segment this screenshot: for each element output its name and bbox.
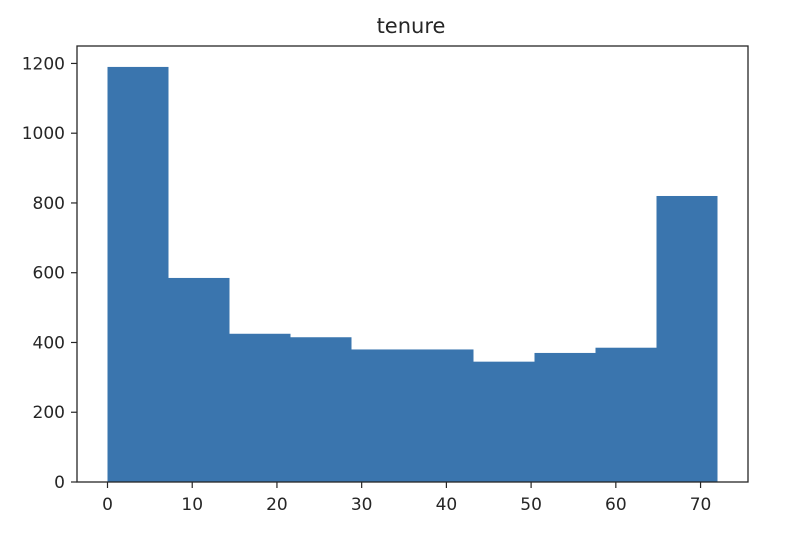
histogram-bar-3 xyxy=(290,337,352,482)
plot-frame xyxy=(76,45,749,483)
histogram-bar-2 xyxy=(229,333,291,482)
histogram-bar-7 xyxy=(534,352,596,482)
x-tick-label: 10 xyxy=(181,495,203,515)
x-tick-label: 20 xyxy=(266,495,288,515)
histogram-bar-4 xyxy=(351,349,413,482)
bars-group xyxy=(107,66,718,482)
y-tick-label: 1200 xyxy=(22,54,65,74)
y-tick-label: 0 xyxy=(54,473,65,493)
chart-title: tenure xyxy=(377,14,446,38)
y-tick-label: 200 xyxy=(33,403,65,423)
x-axis: 0 10 20 30 40 50 60 70 xyxy=(102,482,711,515)
histogram-bar-9 xyxy=(656,195,718,482)
x-tick-label: 70 xyxy=(690,495,712,515)
histogram-bar-0 xyxy=(107,66,169,482)
y-tick-label: 600 xyxy=(33,264,65,284)
y-axis: 0 200 400 600 800 1000 1200 xyxy=(22,54,77,493)
histogram-bar-6 xyxy=(473,361,535,482)
x-tick-label: 0 xyxy=(102,495,113,515)
y-tick-label: 1000 xyxy=(22,124,65,144)
histogram-bar-8 xyxy=(595,347,657,482)
x-tick-label: 60 xyxy=(605,495,627,515)
y-tick-label: 800 xyxy=(33,194,65,214)
x-tick-label: 50 xyxy=(520,495,542,515)
histogram-bar-1 xyxy=(168,277,230,482)
y-tick-label: 400 xyxy=(33,333,65,353)
x-tick-label: 30 xyxy=(351,495,373,515)
x-tick-label: 40 xyxy=(436,495,458,515)
histogram-bar-5 xyxy=(412,349,474,482)
